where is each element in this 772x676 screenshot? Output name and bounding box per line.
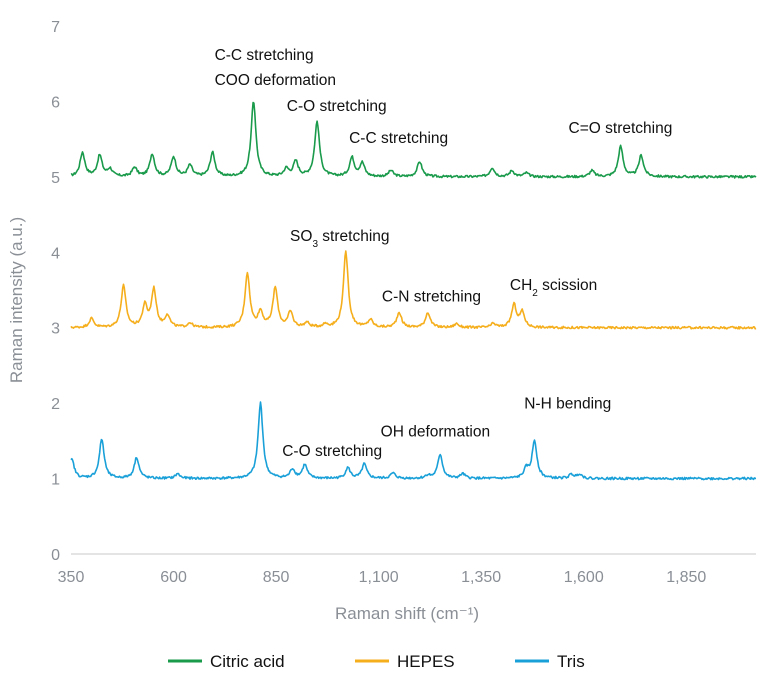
y-tick-label: 4 [51, 245, 60, 262]
peak-annotation: C-O stretching [287, 98, 387, 115]
peak-annotation: OH deformation [381, 423, 490, 440]
x-tick-label: 1,850 [666, 569, 706, 586]
y-tick-label: 5 [51, 170, 60, 187]
peak-annotation: C-N stretching [382, 288, 481, 305]
y-tick-labels: 0 1 2 3 4 5 6 7 [51, 19, 60, 564]
peak-annotation: C-O stretching [282, 443, 382, 460]
x-tick-label: 1,600 [564, 569, 604, 586]
peak-annotation: SO3 stretching [290, 228, 389, 250]
y-tick-label: 7 [51, 19, 60, 36]
peak-annotation: C-C stretching [349, 130, 448, 147]
series-line-citric-acid [70, 101, 757, 179]
legend-label: Tris [557, 652, 585, 671]
x-tick-labels: 350 600 850 1,100 1,350 1,600 1,850 [58, 569, 707, 586]
peak-annotation: COO deformation [215, 72, 336, 89]
legend-label: HEPES [397, 652, 455, 671]
x-tick-label: 1,350 [461, 569, 501, 586]
series-lines [70, 101, 757, 481]
x-tick-label: 1,100 [359, 569, 399, 586]
y-tick-label: 1 [51, 472, 60, 489]
series-line-hepes [70, 250, 757, 330]
y-tick-label: 6 [51, 94, 60, 111]
legend-label: Citric acid [210, 652, 285, 671]
y-tick-label: 0 [51, 547, 60, 564]
legend: Citric acid HEPES Tris [168, 652, 585, 671]
peak-annotations: C-C stretching COO deformation C-O stretch… [215, 47, 673, 460]
peak-annotation: N-H bending [524, 395, 611, 412]
x-tick-label: 850 [263, 569, 290, 586]
peak-annotation: CH2 scission [510, 277, 597, 299]
x-tick-label: 350 [58, 569, 85, 586]
x-tick-label: 600 [160, 569, 187, 586]
y-axis-title: Raman intensity (a.u.) [7, 217, 26, 383]
x-axis-title: Raman shift (cm⁻¹) [335, 604, 479, 623]
y-tick-label: 2 [51, 396, 60, 413]
peak-annotation: C-C stretching [215, 47, 314, 64]
series-line-tris [70, 401, 757, 481]
y-tick-label: 3 [51, 321, 60, 338]
peak-annotation: C=O stretching [569, 120, 673, 137]
